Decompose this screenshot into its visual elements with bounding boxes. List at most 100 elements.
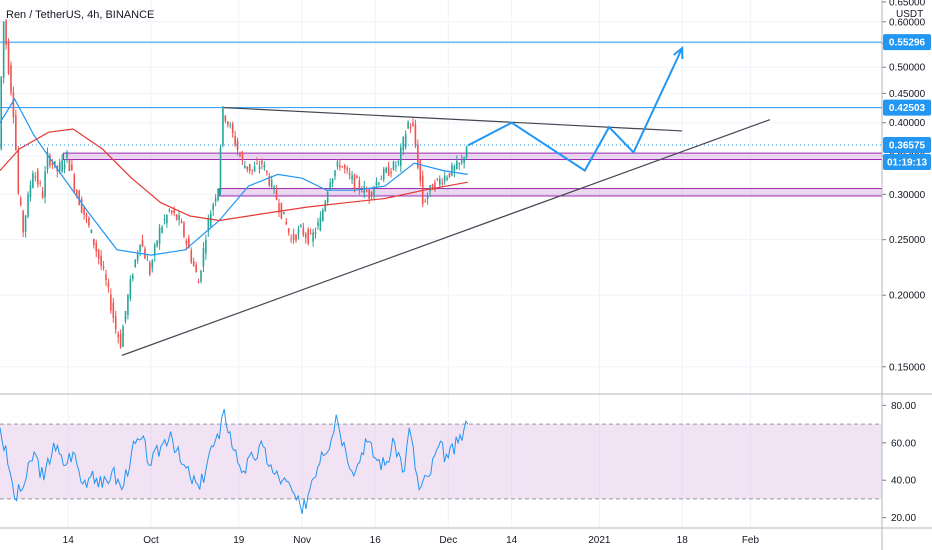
candle-body (231, 123, 234, 134)
x-tick-label: 14 (63, 535, 75, 546)
candle-body (375, 181, 378, 186)
candle-body (358, 180, 361, 189)
candle-body (270, 179, 273, 187)
rsi-line (0, 408, 469, 515)
current-price-badge-bg (883, 136, 931, 153)
candle-body (407, 121, 409, 129)
candle-body (361, 191, 363, 193)
candle-body (402, 137, 405, 151)
candle-body (248, 164, 251, 172)
candle-body (200, 270, 202, 282)
candle-body (356, 176, 358, 179)
candle-body (263, 164, 266, 168)
candle-body (341, 166, 344, 168)
candle-body (93, 238, 95, 245)
candle-body (236, 140, 239, 150)
candle-body (136, 252, 139, 261)
candle-body (80, 199, 83, 213)
candle-body (5, 20, 7, 45)
candle-body (273, 186, 275, 190)
candle-body (419, 160, 422, 182)
x-tick-label: Dec (439, 535, 457, 546)
candle-body (46, 152, 49, 170)
projection-arrowhead (673, 45, 684, 60)
trendlines (121, 107, 771, 356)
projection-path (467, 45, 684, 173)
candle-body (100, 255, 102, 266)
candle-body (392, 161, 395, 170)
candle-body (395, 166, 397, 167)
candle-body (307, 229, 310, 244)
level-badge-text: 0.55296 (889, 38, 926, 49)
candle-body (75, 190, 78, 197)
candle-body (441, 182, 444, 184)
candle-body (134, 259, 137, 267)
candle-body (438, 178, 441, 185)
candle-body (10, 65, 12, 93)
candle-body (417, 144, 419, 168)
candle-body (39, 182, 42, 184)
candle-body (58, 162, 61, 172)
rsi-tick-label: 80.00 (891, 401, 916, 412)
chart-title: Ren / TetherUS, 4h, BINANCE (6, 9, 154, 21)
candle-body (88, 217, 90, 226)
candle-body (95, 242, 98, 252)
candle-body (158, 227, 161, 244)
candle-body (258, 166, 261, 170)
y-tick-label: 0.60000 (889, 17, 926, 28)
candle-body (385, 167, 387, 173)
candle-body (460, 160, 463, 163)
x-tick-label: 2021 (588, 535, 611, 546)
candle-body (414, 124, 417, 146)
candle-body (265, 170, 268, 173)
candle-body (351, 175, 353, 180)
candle-body (15, 115, 17, 150)
y-tick-label: 0.65000 (889, 0, 926, 8)
rsi-tick-label: 40.00 (891, 476, 916, 487)
candle-body (446, 177, 448, 180)
candle-body (36, 170, 39, 185)
countdown-badge-bg (883, 153, 931, 170)
x-tick-label: 14 (506, 535, 518, 546)
candle-body (119, 333, 122, 348)
candle-body (78, 190, 80, 206)
candle-body (239, 154, 241, 156)
candle-body (19, 198, 22, 206)
candle-body (336, 161, 339, 167)
candle-body (346, 167, 348, 170)
candle-body (110, 294, 112, 311)
candle-body (339, 165, 341, 168)
candle-body (114, 316, 117, 330)
candle-body (7, 41, 10, 74)
candle-body (122, 326, 124, 347)
candle-body (166, 214, 168, 224)
candle-body (334, 170, 336, 177)
candle-body (170, 210, 173, 213)
candle-body (434, 182, 436, 191)
candle-body (34, 176, 37, 178)
candle-body (2, 21, 5, 78)
candle-body (217, 188, 219, 200)
candle-body (27, 194, 29, 217)
candle-body (448, 172, 451, 177)
y-tick-label: 0.50000 (889, 63, 926, 74)
candle-body (304, 233, 307, 238)
x-tick-label: Feb (742, 535, 760, 546)
level-badge-bg (883, 99, 931, 116)
candle-body (234, 135, 236, 146)
candle-body (44, 171, 46, 198)
candle-body (32, 173, 34, 188)
candle-body (404, 133, 407, 148)
candle-body (212, 204, 214, 210)
candle-body (90, 229, 93, 234)
candle-body (229, 124, 232, 126)
candle-body (66, 151, 68, 158)
candle-body (24, 215, 27, 232)
candle-body (54, 160, 56, 167)
rsi-tick-label: 20.00 (891, 513, 916, 524)
candle-body (131, 275, 134, 279)
candle-body (173, 209, 176, 213)
candle-body (399, 147, 402, 166)
candle-body (12, 92, 15, 118)
